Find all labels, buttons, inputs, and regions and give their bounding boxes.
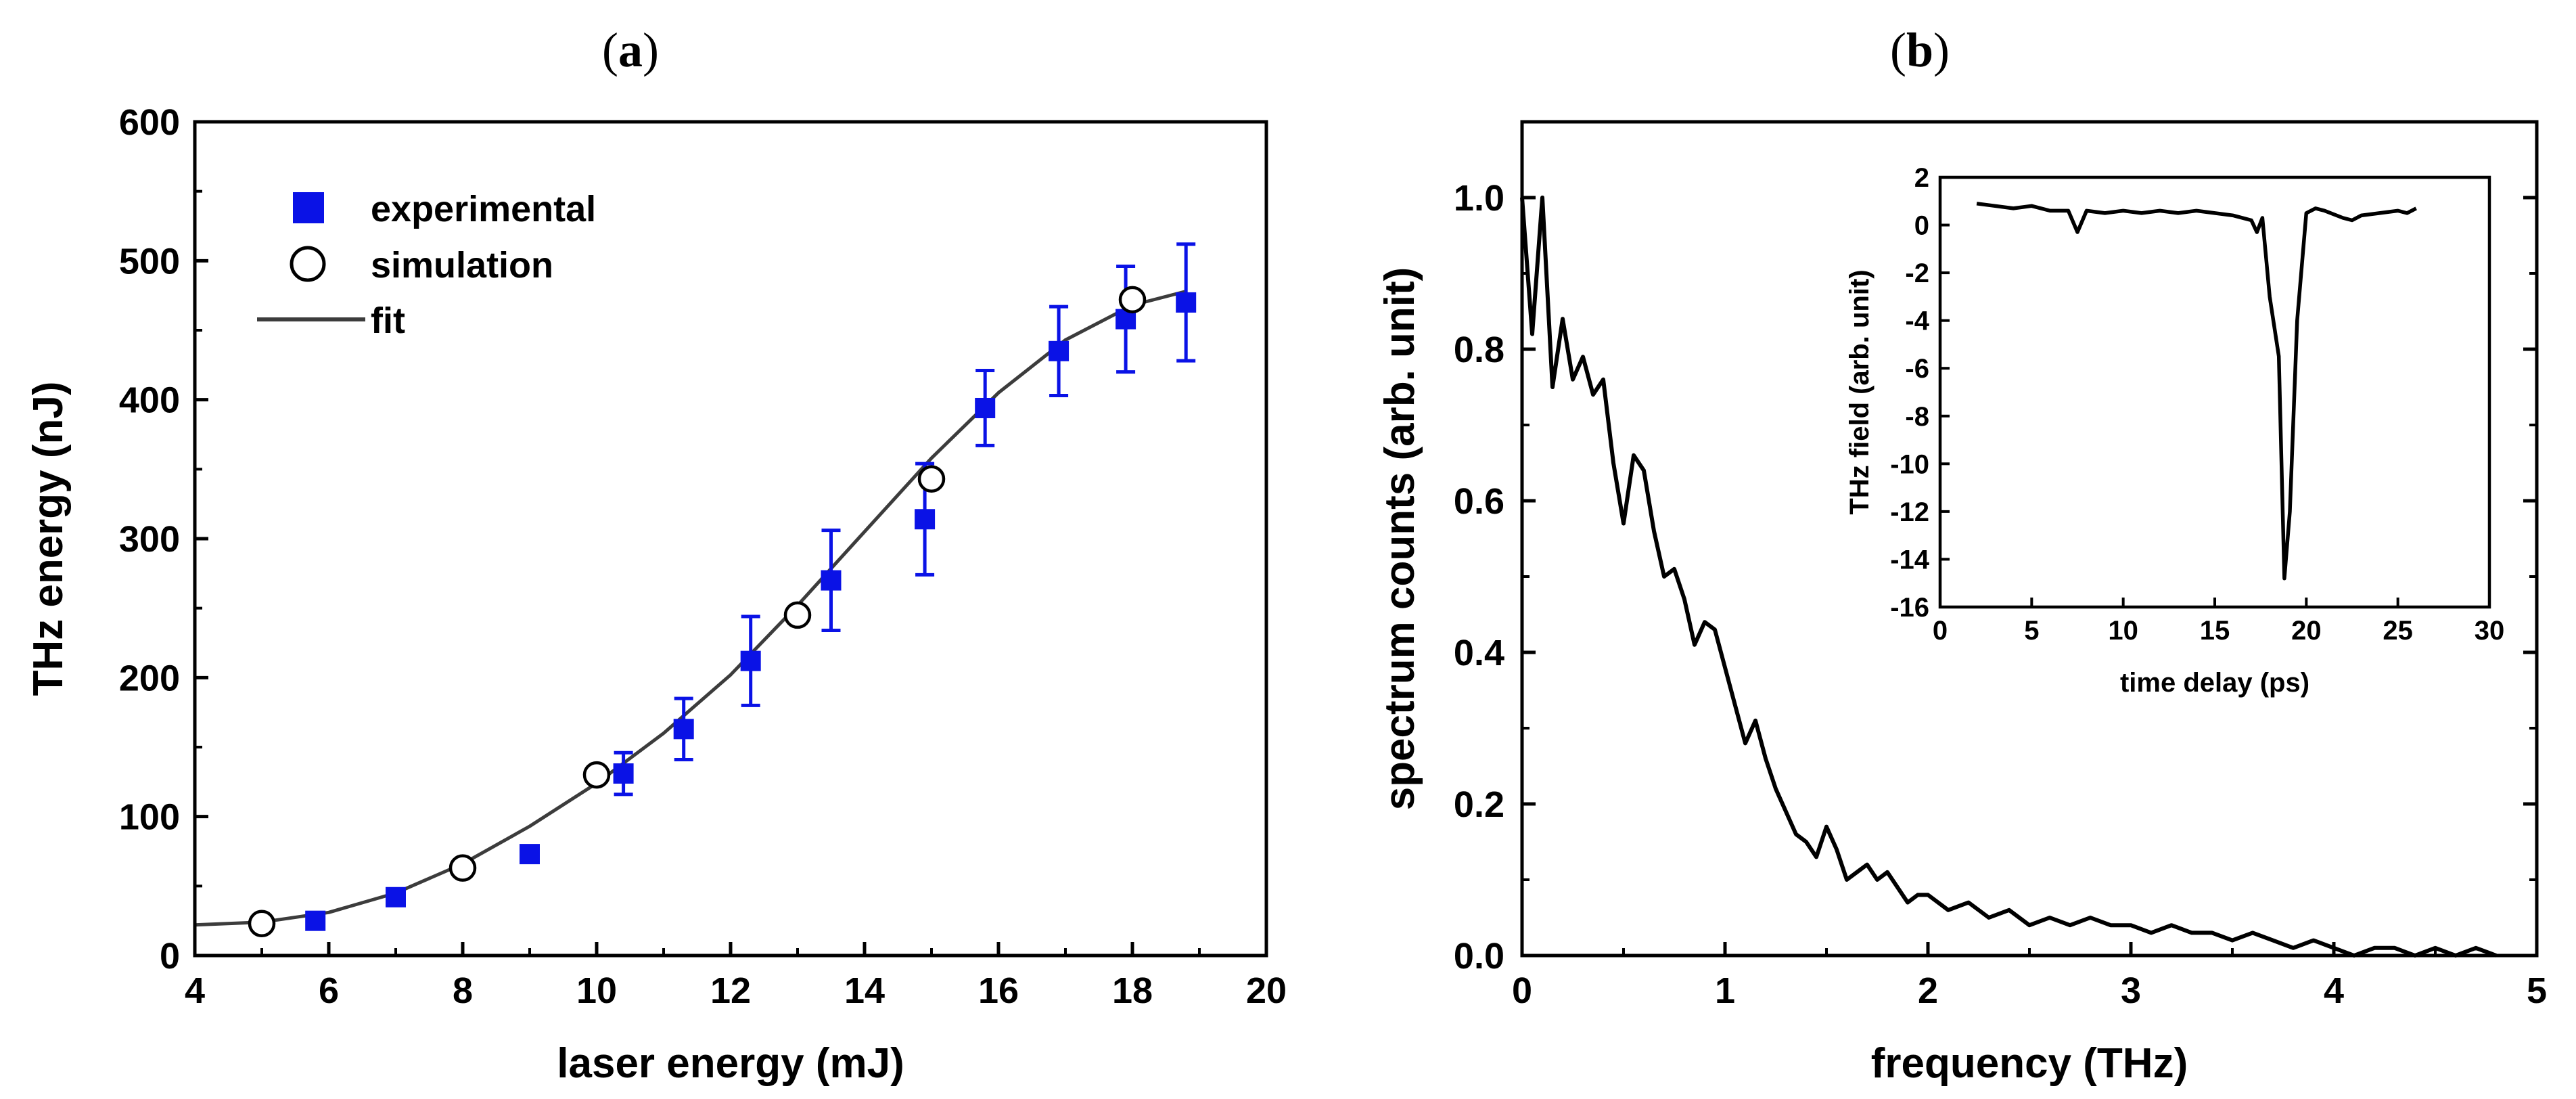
experimental-point (975, 397, 996, 418)
x-tick-label: 6 (319, 970, 339, 1011)
experimental-point (520, 844, 540, 865)
x-axis-label: frequency (THz) (1871, 1040, 2188, 1087)
inset-x-axis-label: time delay (ps) (2120, 668, 2309, 698)
inset-x-tick-label: 15 (2200, 616, 2230, 646)
legend-simulation-marker (290, 246, 326, 282)
spectrum-line (1520, 196, 2498, 958)
inset-x-tick-label: 20 (2291, 616, 2322, 646)
inset-y-tick-label: -4 (1905, 307, 1929, 336)
plot-frame (1520, 120, 2539, 958)
inset-y-tick-label: -14 (1890, 545, 1930, 575)
y-tick-label: 500 (119, 241, 180, 282)
legend-experimental-marker (293, 192, 324, 223)
inset-y-tick-label: -12 (1890, 497, 1929, 527)
y-tick-label: 0.8 (1454, 330, 1504, 370)
inset-background (1940, 177, 2489, 607)
experimental-point (1049, 340, 1070, 361)
inset-y-tick-label: -6 (1905, 354, 1929, 384)
y-tick-label: 400 (119, 380, 180, 421)
experimental-point (673, 719, 694, 740)
y-tick-label: 600 (119, 102, 180, 143)
x-tick-label: 18 (1112, 970, 1153, 1011)
inset-y-axis-label: THz field (arb. unit) (1845, 269, 1874, 514)
legend-experimental-label: experimental (371, 189, 596, 229)
x-tick-label: 8 (453, 970, 473, 1011)
simulation-point (248, 910, 276, 938)
y-tick-label: 200 (119, 658, 180, 698)
simulation-point (448, 854, 477, 882)
x-tick-label: 2 (1918, 970, 1938, 1011)
y-tick-label: 0 (160, 936, 180, 977)
y-tick-label: 0.2 (1454, 784, 1504, 825)
inset-y-tick-label: 2 (1914, 163, 1929, 193)
x-tick-label: 14 (844, 970, 885, 1011)
fit-line (194, 290, 1187, 927)
x-tick-label: 5 (2527, 970, 2547, 1011)
y-axis-label: spectrum counts (arb. unit) (1377, 267, 1423, 811)
simulation-point (582, 761, 611, 789)
y-tick-label: 0.6 (1454, 481, 1504, 522)
x-tick-label: 3 (2121, 970, 2141, 1011)
x-tick-label: 0 (1512, 970, 1532, 1011)
simulation-point (783, 601, 812, 629)
x-tick-label: 12 (710, 970, 751, 1011)
x-axis-label: laser energy (mJ) (557, 1040, 904, 1087)
experimental-point (305, 910, 326, 931)
experimental-point (613, 763, 634, 784)
y-tick-label: 0.0 (1454, 936, 1504, 977)
inset-y-tick-label: -8 (1905, 402, 1929, 432)
inset-y-tick-label: 0 (1914, 211, 1929, 241)
x-tick-label: 20 (1246, 970, 1287, 1011)
y-tick-label: 0.4 (1454, 633, 1504, 673)
inset-y-tick-label: -16 (1890, 593, 1929, 623)
inset-y-tick-label: -10 (1890, 449, 1929, 479)
legend-simulation-label: simulation (371, 245, 553, 286)
y-axis-label: THz energy (nJ) (25, 381, 72, 696)
simulation-point (1118, 286, 1147, 314)
panel-b-chart: 0 1 2 3 4 5 0.0 0.2 0.4 0.6 0.8 1.0 frequency (THz) s… (1377, 120, 2547, 1087)
plot-frame (193, 120, 1268, 958)
legend-fit-label: fit (371, 300, 405, 341)
x-tick-label: 1 (1715, 970, 1735, 1011)
inset-x-tick-label: 5 (2024, 616, 2039, 646)
inset-x-tick-label: 0 (1933, 616, 1948, 646)
y-tick-label: 100 (119, 797, 180, 838)
inset-frame (1938, 175, 2491, 609)
experimental-point (740, 650, 761, 671)
y-tick-label: 1.0 (1454, 178, 1504, 219)
experimental-point (1176, 292, 1197, 313)
inset-x-tick-label: 25 (2383, 616, 2413, 646)
x-tick-label: 10 (576, 970, 617, 1011)
x-tick-label: 4 (185, 970, 205, 1011)
y-tick-label: 300 (119, 519, 180, 560)
x-tick-label: 4 (2324, 970, 2344, 1011)
experimental-point (386, 887, 406, 907)
panel-a-chart: 4 6 8 10 12 14 16 18 200100200300400500600experi… (25, 102, 1287, 1087)
inset-x-tick-label: 30 (2475, 616, 2505, 646)
panel-a-title: (a) (602, 23, 659, 77)
panel-b-title: (b) (1890, 23, 1950, 77)
simulation-point (917, 465, 946, 493)
thz-field-line (1976, 202, 2417, 581)
inset-y-tick-label: -2 (1905, 259, 1929, 288)
x-tick-label: 16 (978, 970, 1019, 1011)
experimental-point (915, 509, 936, 530)
experimental-point (821, 570, 842, 591)
inset-x-tick-label: 10 (2108, 616, 2138, 646)
